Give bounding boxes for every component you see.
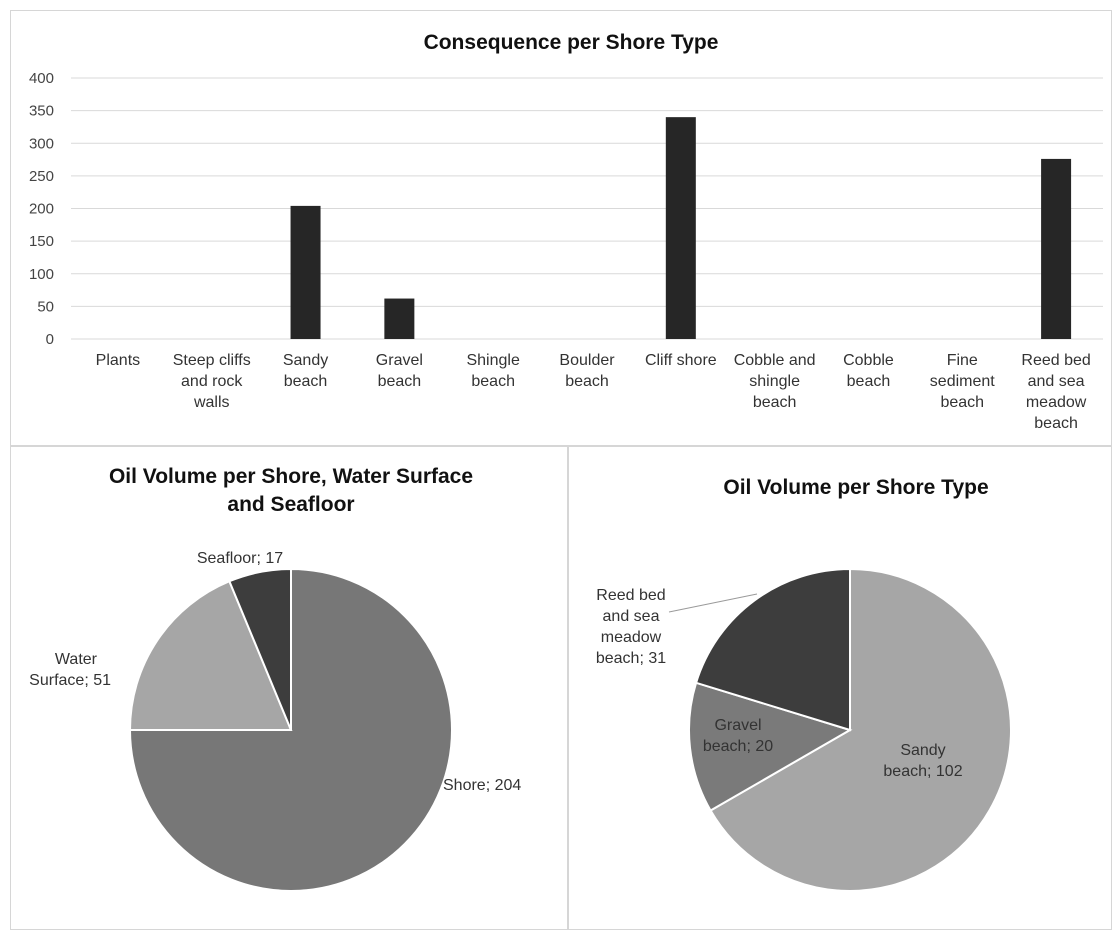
category-label: Reed bed and sea meadow beach — [1021, 352, 1090, 432]
pie2-leader-line — [668, 593, 758, 613]
pie-chart-2-title: Oil Volume per Shore Type — [723, 476, 988, 499]
y-tick-label: 300 — [29, 135, 54, 152]
category-label: Sandy beach — [283, 352, 328, 390]
category-label: Cliff shore — [645, 352, 717, 369]
pie1-label-seafloor: Seafloor; 17 — [197, 550, 283, 567]
y-tick-label: 250 — [29, 168, 54, 185]
pie-chart-2: Oil Volume per Shore Type Sandy beach; 1… — [596, 476, 1012, 892]
y-tick-label: 50 — [37, 298, 54, 315]
y-tick-label: 350 — [29, 103, 54, 120]
pie2-label-reed-line-3: meadow — [601, 629, 662, 646]
pie-chart-1-title-line-2: and Seafloor — [227, 493, 354, 516]
pie1-label-water-surface-line-2: Surface; 51 — [29, 672, 111, 689]
pie1-label-water-surface-line-1: Water — [55, 651, 98, 668]
y-tick-label: 0 — [46, 331, 54, 348]
pie-chart-1-panel: Oil Volume per Shore, Water Surface and … — [10, 446, 568, 930]
pie2-label-gravel-line-1: Gravel — [714, 717, 761, 734]
bar — [384, 298, 415, 339]
pie-slice — [694, 567, 851, 732]
bar-chart: Consequence per Shore Type 0 50 100 150 200 2… — [29, 31, 1103, 432]
bar — [1041, 158, 1072, 339]
pie2-label-reed-line-4: beach; 31 — [596, 650, 666, 667]
pie-slice — [128, 579, 293, 731]
pie2-label-sandy-line-1: Sandy — [900, 742, 945, 759]
pie-chart-2-panel: Oil Volume per Shore Type Sandy beach; 1… — [568, 446, 1112, 930]
pie2-label-reed-line-1: Reed bed — [596, 587, 665, 604]
pie-slice — [228, 567, 292, 731]
category-label: Steep cliffs and rock walls — [173, 352, 251, 411]
pie2-label-sandy-line-2: beach; 102 — [883, 763, 962, 780]
y-tick-label: 150 — [29, 233, 54, 250]
category-label: Gravel beach — [376, 352, 423, 390]
bar — [290, 205, 321, 339]
pie2-label-reed-line-2: and sea — [603, 608, 660, 625]
bar-chart-panel: Consequence per Shore Type 0 50 100 150 200 2… — [10, 10, 1112, 446]
pie2-label-gravel-line-2: beach; 20 — [703, 738, 773, 755]
pie1-label-shore: Shore; 204 — [443, 777, 521, 794]
category-label: Plants — [96, 352, 140, 369]
category-label: Shingle beach — [466, 352, 519, 390]
y-tick-label: 400 — [29, 70, 54, 87]
category-label: Cobble beach — [843, 352, 894, 390]
y-tick-label: 200 — [29, 201, 54, 218]
pie-slice — [688, 681, 853, 812]
bar — [665, 117, 696, 340]
bar-chart-title: Consequence per Shore Type — [424, 31, 719, 54]
y-tick-label: 100 — [29, 266, 54, 283]
category-label: Boulder beach — [559, 352, 615, 390]
category-label: Cobble and shingle beach — [734, 352, 816, 411]
category-label: Fine sediment beach — [930, 352, 995, 411]
pie-chart-1-title-line-1: Oil Volume per Shore, Water Surface — [109, 465, 473, 488]
pie-slice — [709, 567, 1012, 892]
pie-chart-1: Oil Volume per Shore, Water Surface and … — [29, 465, 521, 892]
